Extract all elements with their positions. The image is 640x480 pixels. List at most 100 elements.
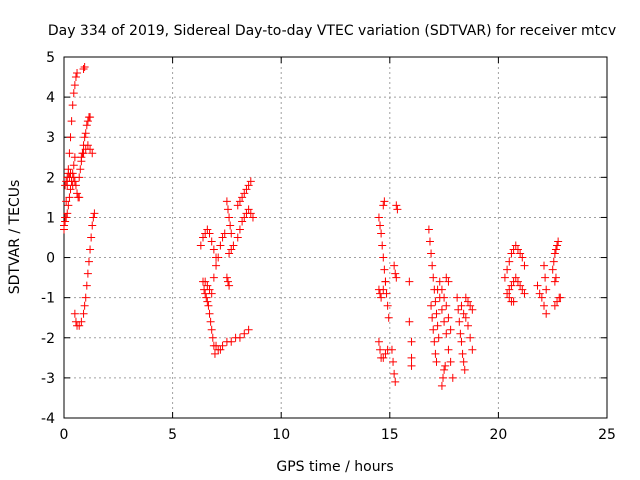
- y-tick-label: 4: [46, 90, 55, 106]
- data-point: [238, 193, 247, 202]
- data-point: [429, 325, 438, 334]
- data-point: [380, 265, 389, 274]
- axis-ticks: [63, 56, 608, 419]
- data-point: [233, 201, 242, 210]
- data-point: [459, 357, 468, 366]
- data-point: [511, 241, 520, 250]
- data-point: [75, 173, 84, 182]
- data-point: [405, 317, 414, 326]
- data-point: [516, 249, 525, 258]
- data-point: [248, 213, 257, 222]
- data-point: [196, 241, 205, 250]
- data-point: [437, 285, 446, 294]
- data-point: [441, 361, 450, 370]
- x-tick-label: 20: [489, 427, 507, 443]
- data-point: [458, 349, 467, 358]
- data-point: [70, 309, 79, 318]
- data-point: [204, 301, 213, 310]
- data-point: [377, 229, 386, 238]
- data-point: [61, 217, 70, 226]
- data-point: [376, 221, 385, 230]
- data-point: [84, 257, 93, 266]
- data-point: [73, 189, 82, 198]
- data-point: [225, 213, 234, 222]
- data-point: [393, 205, 402, 214]
- data-point: [553, 241, 562, 250]
- data-point: [551, 245, 560, 254]
- data-point: [461, 313, 470, 322]
- data-point: [390, 261, 399, 270]
- data-point: [67, 117, 76, 126]
- data-point: [206, 317, 215, 326]
- data-point: [75, 321, 84, 330]
- data-point: [454, 305, 463, 314]
- data-point: [442, 273, 451, 282]
- data-point: [63, 209, 72, 218]
- data-point: [229, 241, 238, 250]
- data-point: [240, 329, 249, 338]
- data-point: [460, 365, 469, 374]
- data-point: [440, 293, 449, 302]
- data-point: [444, 345, 453, 354]
- data-point: [68, 101, 77, 110]
- data-point: [69, 89, 78, 98]
- data-point: [380, 197, 389, 206]
- data-point: [511, 273, 520, 282]
- x-tick-label: 15: [381, 427, 399, 443]
- data-point: [209, 273, 218, 282]
- data-point: [87, 233, 96, 242]
- data-point: [216, 345, 225, 354]
- data-point: [444, 313, 453, 322]
- data-point: [235, 197, 244, 206]
- data-point: [513, 245, 522, 254]
- data-point: [65, 149, 74, 158]
- y-axis-label: SDTVAR / TECUs: [7, 180, 23, 295]
- data-point: [537, 293, 546, 302]
- data-point: [457, 301, 466, 310]
- data-point: [208, 333, 217, 342]
- data-point: [444, 277, 453, 286]
- data-point: [76, 165, 85, 174]
- data-point: [227, 245, 236, 254]
- data-point: [468, 305, 477, 314]
- data-point: [439, 373, 448, 382]
- data-point: [60, 221, 68, 230]
- grid: [64, 57, 607, 418]
- data-point: [453, 293, 462, 302]
- data-point: [542, 309, 551, 318]
- y-tick-label: 0: [46, 251, 55, 267]
- data-point: [433, 321, 442, 330]
- data-point: [429, 273, 438, 282]
- data-point: [64, 201, 73, 210]
- y-tick-label: -4: [41, 411, 55, 427]
- data-point: [214, 253, 223, 262]
- data-point: [207, 237, 216, 246]
- data-point: [425, 237, 434, 246]
- data-point: [240, 213, 249, 222]
- data-point: [432, 357, 441, 366]
- data-point: [227, 229, 236, 238]
- data-point: [83, 117, 92, 126]
- data-point: [392, 201, 401, 210]
- data-point: [442, 301, 451, 310]
- data-point: [66, 169, 75, 178]
- data-point: [551, 273, 560, 282]
- data-point: [448, 373, 457, 382]
- data-point: [446, 357, 455, 366]
- y-tick-label: 5: [46, 50, 55, 66]
- data-point: [503, 289, 512, 298]
- data-point: [516, 281, 525, 290]
- x-tick-label: 0: [60, 427, 69, 443]
- data-point: [376, 289, 385, 298]
- data-point: [207, 325, 216, 334]
- data-point: [65, 193, 74, 202]
- data-point: [550, 249, 559, 258]
- data-point: [376, 345, 385, 354]
- data-point: [81, 293, 90, 302]
- data-point: [222, 273, 231, 282]
- data-point: [226, 221, 235, 230]
- data-point: [383, 301, 392, 310]
- data-point: [457, 337, 466, 346]
- data-point: [405, 277, 414, 286]
- data-point: [79, 309, 88, 318]
